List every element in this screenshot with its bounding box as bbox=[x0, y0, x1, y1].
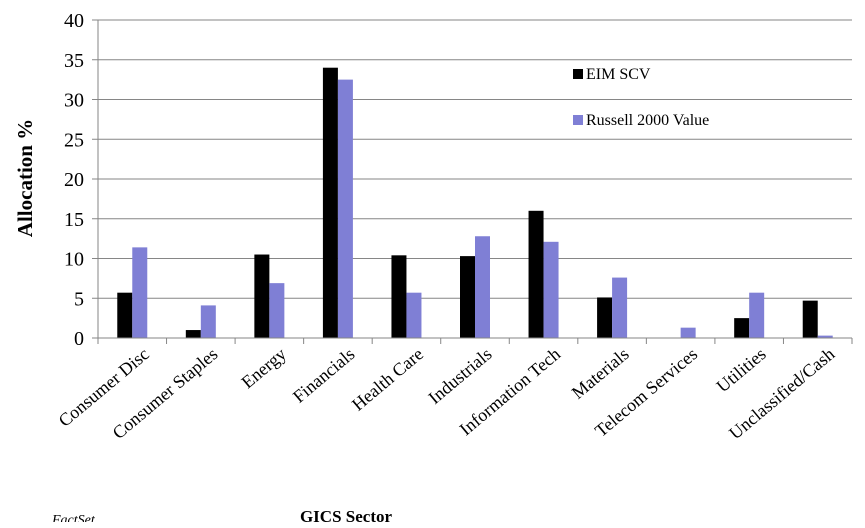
bar-russell-2000-value bbox=[749, 292, 765, 338]
bar-eim-scv bbox=[734, 318, 750, 338]
legend-swatch-eim-scv bbox=[573, 69, 583, 79]
bars bbox=[117, 67, 833, 338]
x-axis-title: GICS Sector bbox=[300, 507, 393, 526]
bar-eim-scv bbox=[391, 255, 407, 338]
legend: EIM SCV Russell 2000 Value bbox=[573, 66, 709, 129]
bar-russell-2000-value bbox=[680, 327, 696, 338]
x-category-label: Health Care bbox=[348, 344, 427, 415]
y-tick-label: 35 bbox=[64, 50, 84, 72]
y-tick-label: 30 bbox=[64, 90, 84, 112]
axes bbox=[97, 20, 853, 344]
gridlines bbox=[92, 19, 852, 339]
bar-russell-2000-value bbox=[132, 247, 148, 338]
x-category-label: Energy bbox=[238, 344, 290, 393]
bar-eim-scv bbox=[802, 300, 818, 338]
source-note: FactSet bbox=[51, 513, 96, 528]
bar-russell-2000-value bbox=[612, 277, 628, 338]
bar-eim-scv bbox=[597, 297, 613, 338]
x-category-label: Financials bbox=[289, 344, 359, 407]
y-tick-label: 10 bbox=[64, 249, 84, 271]
bar-russell-2000-value bbox=[543, 241, 559, 338]
y-tick-label: 40 bbox=[64, 10, 84, 32]
bar-eim-scv bbox=[254, 254, 270, 338]
x-category-label: Materials bbox=[568, 344, 633, 403]
y-tick-label: 15 bbox=[64, 209, 84, 231]
y-tick-label: 0 bbox=[74, 328, 84, 350]
y-tick-labels: 0 5 10 15 20 25 30 35 40 bbox=[64, 10, 84, 350]
legend-label-eim-scv: EIM SCV bbox=[586, 66, 651, 83]
bar-eim-scv bbox=[528, 210, 544, 338]
x-category-label: Utilities bbox=[712, 344, 769, 397]
y-axis-title: Allocation % bbox=[13, 119, 37, 237]
bar-eim-scv bbox=[460, 256, 475, 338]
bar-russell-2000-value bbox=[200, 305, 216, 338]
bar-russell-2000-value bbox=[475, 236, 490, 338]
y-tick-label: 25 bbox=[64, 129, 84, 151]
y-tick-label: 20 bbox=[64, 169, 84, 191]
bar-russell-2000-value bbox=[406, 292, 422, 338]
bar-eim-scv bbox=[117, 292, 133, 338]
bar-russell-2000-value bbox=[817, 335, 833, 338]
bar-eim-scv bbox=[185, 330, 201, 338]
bar-eim-scv bbox=[322, 67, 338, 338]
legend-swatch-russell-2000-value bbox=[573, 115, 583, 125]
y-tick-label: 5 bbox=[74, 288, 84, 310]
legend-label-russell-2000-value: Russell 2000 Value bbox=[586, 112, 709, 129]
bar-russell-2000-value bbox=[337, 79, 353, 338]
bar-russell-2000-value bbox=[269, 283, 285, 338]
